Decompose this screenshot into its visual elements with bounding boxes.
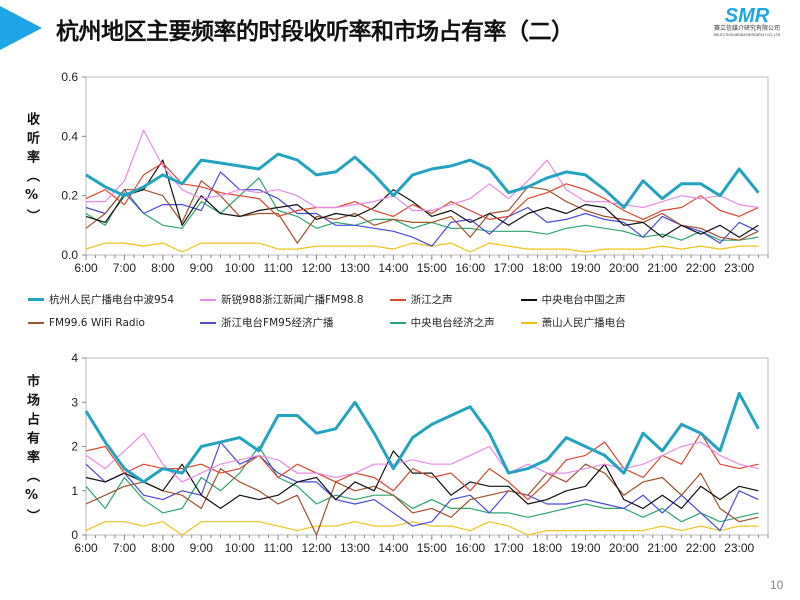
series-line-4 bbox=[85, 180, 759, 244]
x-tick-label: 10:00 bbox=[225, 541, 255, 555]
x-tick-label: 11:00 bbox=[264, 541, 293, 555]
legend-swatch bbox=[389, 321, 406, 324]
legend-item: FM99.6 WiFi Radio bbox=[28, 315, 174, 330]
series-line-0 bbox=[85, 152, 760, 209]
x-tick-label: 19:00 bbox=[570, 541, 600, 555]
x-tick-label: 21:00 bbox=[647, 541, 677, 555]
x-tick-label: 23:00 bbox=[724, 261, 754, 275]
series-line-6 bbox=[85, 445, 759, 523]
x-tick-label: 23:00 bbox=[724, 541, 754, 555]
y-tick-label: 2 bbox=[71, 440, 78, 454]
legend-label: FM99.6 WiFi Radio bbox=[49, 316, 145, 329]
legend-swatch bbox=[200, 321, 217, 324]
legend-item: 萧山人民广播电台 bbox=[520, 315, 626, 330]
y-tick-label: 0.4 bbox=[61, 129, 78, 143]
y-tick-label: 3 bbox=[71, 395, 78, 409]
series-line-6 bbox=[85, 177, 759, 241]
page-title: 杭州地区主要频率的时段收听率和市场占有率（二） bbox=[56, 19, 574, 45]
legend-item: 浙江电台FM95经济广播 bbox=[200, 315, 364, 330]
x-tick-label: 15:00 bbox=[417, 541, 447, 555]
series-line-7 bbox=[85, 242, 759, 253]
legend-label: 中央电台经济之声 bbox=[410, 317, 495, 329]
x-tick-label: 7:00 bbox=[113, 541, 137, 555]
x-tick-label: 10:00 bbox=[225, 261, 255, 275]
legend-item: 中央电台中国之声 bbox=[520, 292, 626, 307]
x-tick-label: 17:00 bbox=[494, 541, 524, 555]
series-line-5 bbox=[85, 441, 759, 532]
x-tick-label: 12:00 bbox=[302, 541, 332, 555]
y-tick-label: 0 bbox=[71, 528, 78, 542]
series-line-2 bbox=[85, 432, 759, 501]
legend-label: 浙江之声 bbox=[410, 294, 453, 306]
legend: 杭州人民广播电台中波954 新锐988浙江新闻广播FM98.8 浙江之声 中央电台中国… bbox=[28, 292, 626, 330]
x-tick-label: 15:00 bbox=[417, 261, 447, 275]
y-axis-label-share: 市场占有率（%） bbox=[24, 374, 39, 528]
legend-swatch bbox=[520, 298, 537, 301]
y-tick-label: 1 bbox=[71, 484, 78, 498]
x-tick-label: 20:00 bbox=[609, 541, 639, 555]
smr-logo: SMR 赛立信媒介研究有限公司 SELECTION MEDIA RESEARCH… bbox=[712, 6, 782, 38]
legend-item: 浙江之声 bbox=[389, 292, 495, 307]
series-line-0 bbox=[84, 391, 760, 484]
legend-label: 新锐988浙江新闻广播FM98.8 bbox=[221, 294, 364, 306]
legend-item: 中央电台经济之声 bbox=[389, 315, 495, 330]
logo-mark: SMR bbox=[724, 5, 770, 27]
x-tick-label: 16:00 bbox=[455, 261, 485, 275]
rating-chart: 0.0 0.2 0.4 0.6 6:00 7:00 8:00 9:00 10:00 11:00 12… bbox=[61, 70, 769, 275]
legend-swatch bbox=[28, 298, 44, 301]
x-tick-label: 9:00 bbox=[190, 261, 214, 275]
x-tick-label: 17:00 bbox=[494, 261, 524, 275]
x-tick-label: 11:00 bbox=[264, 261, 293, 275]
x-tick-label: 13:00 bbox=[340, 541, 370, 555]
x-tick-label: 6:00 bbox=[74, 261, 98, 275]
plot-frame bbox=[85, 76, 769, 256]
x-tick-label: 14:00 bbox=[378, 261, 408, 275]
x-tick-label: 18:00 bbox=[532, 541, 562, 555]
x-tick-label: 6:00 bbox=[74, 541, 98, 555]
series-line-2 bbox=[85, 162, 759, 220]
legend-swatch bbox=[520, 321, 537, 324]
y-axis-label-rating: 收听率（%） bbox=[24, 112, 39, 228]
legend-swatch bbox=[28, 321, 44, 324]
page-number: 10 bbox=[770, 578, 784, 592]
series-line-5 bbox=[85, 171, 759, 247]
x-tick-label: 22:00 bbox=[686, 541, 716, 555]
legend-swatch bbox=[200, 298, 217, 301]
logo-company-cn: 赛立信媒介研究有限公司 bbox=[713, 26, 780, 32]
x-tick-label: 7:00 bbox=[113, 261, 137, 275]
y-tick-label: 0.0 bbox=[61, 248, 78, 262]
y-tick-label: 4 bbox=[71, 351, 78, 365]
series-line-1 bbox=[85, 432, 759, 483]
legend-swatch bbox=[389, 298, 406, 301]
x-tick-label: 16:00 bbox=[455, 541, 485, 555]
x-tick-label: 18:00 bbox=[532, 261, 562, 275]
x-tick-label: 21:00 bbox=[647, 261, 677, 275]
y-tick-label: 0.2 bbox=[61, 189, 78, 203]
series-line-1 bbox=[86, 129, 759, 212]
legend-label: 萧山人民广播电台 bbox=[541, 317, 626, 329]
x-tick-label: 13:00 bbox=[340, 261, 370, 275]
x-tick-label: 14:00 bbox=[378, 541, 408, 555]
y-tick-label: 0.6 bbox=[61, 70, 78, 84]
x-tick-label: 19:00 bbox=[570, 261, 600, 275]
x-tick-label: 20:00 bbox=[609, 261, 639, 275]
x-tick-label: 22:00 bbox=[686, 261, 716, 275]
x-tick-label: 12:00 bbox=[302, 261, 332, 275]
legend-item: 杭州人民广播电台中波954 bbox=[28, 292, 174, 307]
legend-label: 浙江电台FM95经济广播 bbox=[221, 317, 334, 329]
x-tick-label: 8:00 bbox=[151, 541, 175, 555]
x-tick-label: 8:00 bbox=[151, 261, 175, 275]
logo-company-en: SELECTION MEDIA RESEARCH CO.,LTD bbox=[713, 33, 781, 37]
x-tick-label: 9:00 bbox=[190, 541, 214, 555]
legend-item: 新锐988浙江新闻广播FM98.8 bbox=[200, 292, 364, 307]
legend-label: 中央电台中国之声 bbox=[541, 294, 626, 306]
title-accent-triangle bbox=[0, 6, 42, 50]
series-line-4 bbox=[85, 463, 759, 536]
legend-label: 杭州人民广播电台中波954 bbox=[49, 294, 175, 306]
